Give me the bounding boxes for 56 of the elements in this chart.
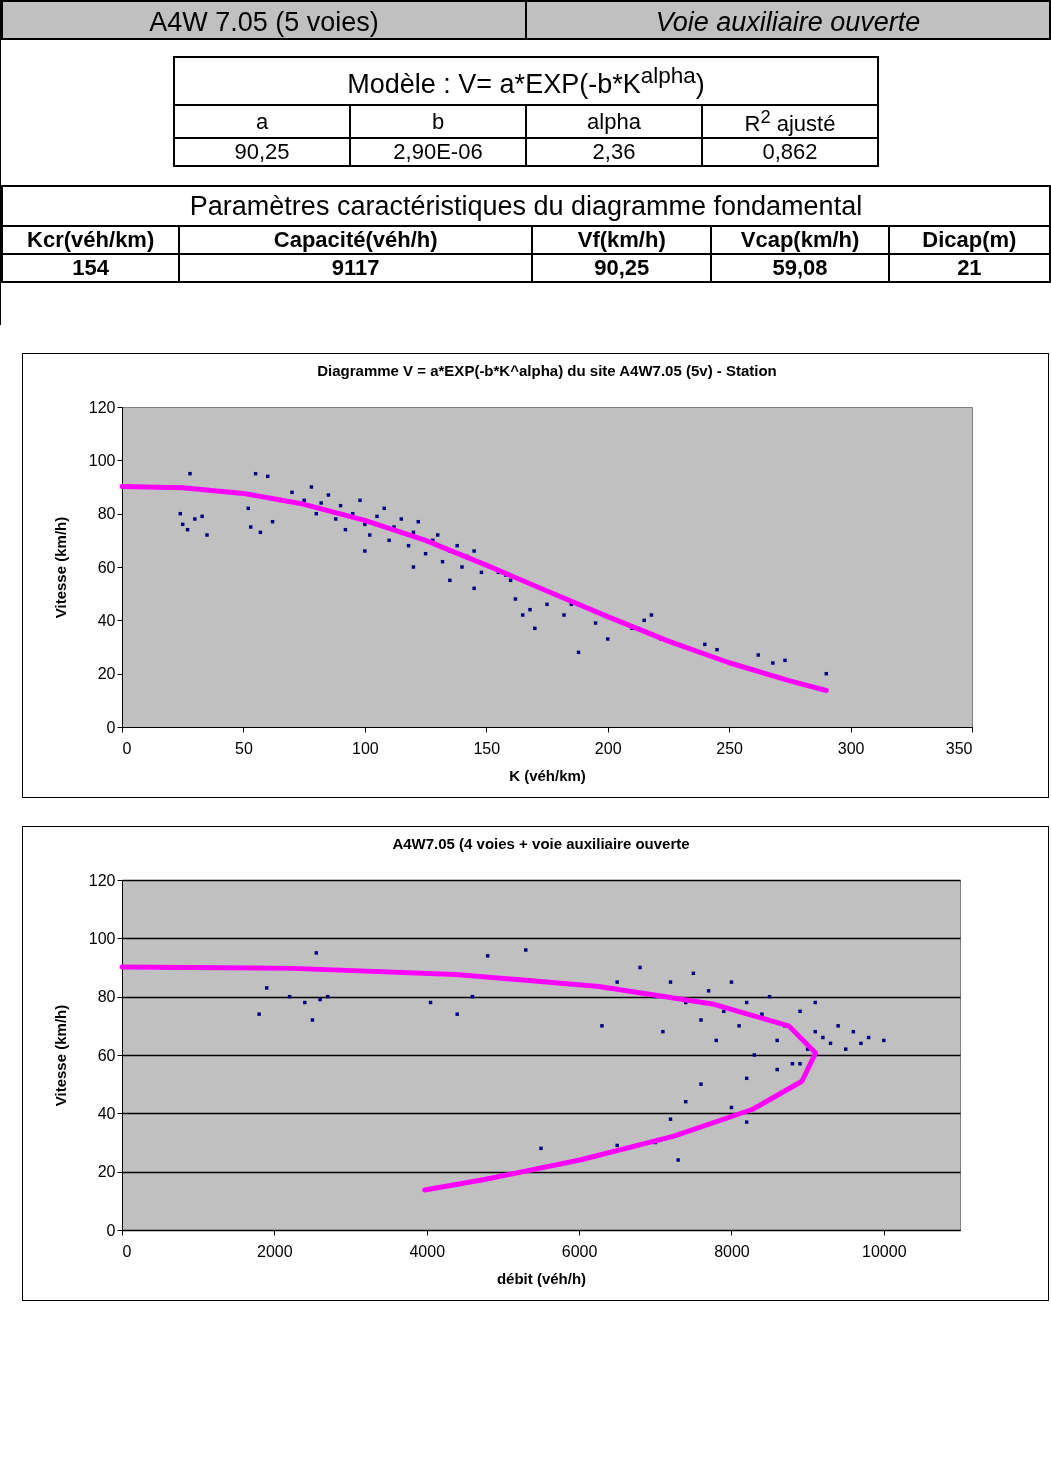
y-tick-label: 100 <box>88 929 116 947</box>
text: 59,08 <box>711 254 889 283</box>
text: Vcap(km/h) <box>711 226 889 255</box>
text: Paramètres caractéristiques du diagramme fondamental <box>2 186 1050 227</box>
x-tick-label: 10000 <box>862 1242 907 1260</box>
text: 2,90E-06 <box>350 138 526 167</box>
y-tick-label: 120 <box>88 871 116 889</box>
y-tick-label: 40 <box>97 1104 116 1122</box>
x-tick-label: 50 <box>235 739 253 757</box>
y-tick-label: 60 <box>97 1046 116 1064</box>
text: A4W 7.05 (5 voies) <box>148 6 380 38</box>
y-tick-label: 20 <box>97 665 116 683</box>
text: Kcr(véh/km) <box>2 226 180 255</box>
y-tick-label: 0 <box>106 718 116 736</box>
text: Voie auxiliaire ouverte <box>525 2 1049 38</box>
x-tick-label: 250 <box>716 739 744 757</box>
x-tick-label: 0 <box>122 1242 132 1260</box>
text: R$^{2}$ ajusté <box>702 105 878 139</box>
text: 90,25 <box>532 254 712 283</box>
chart-title: Diagramme V = a*EXP(-b*K^alpha) du site A4W7.05 (5v) - Station <box>317 362 777 379</box>
text: 0,862 <box>702 138 878 167</box>
x-tick-label: 4000 <box>409 1242 446 1260</box>
text: alpha <box>526 105 702 139</box>
y-tick-label: 120 <box>88 398 116 416</box>
y-tick-label: 0 <box>106 1221 116 1239</box>
x-tick-label: 8000 <box>714 1242 750 1260</box>
text: 2,36 <box>526 138 702 167</box>
text: Dicap(m) <box>888 226 1050 255</box>
text: 9117 <box>179 254 533 283</box>
y-tick-label: 80 <box>97 988 116 1006</box>
x-tick-label: 2000 <box>257 1242 293 1260</box>
y-tick-label: 40 <box>97 611 116 629</box>
text: a <box>174 105 350 139</box>
x-tick-label: 200 <box>594 739 622 757</box>
text: 90,25 <box>174 138 350 167</box>
y-tick-label: 100 <box>88 451 116 469</box>
x-axis-title: débit (véh/h) <box>496 1269 587 1287</box>
x-tick-label: 6000 <box>561 1242 598 1260</box>
text: Capacité(véh/h) <box>179 226 533 255</box>
text: Modèle : V= a*EXP(-b*K$^{alpha}$) <box>174 57 878 105</box>
y-tick-label: 80 <box>97 505 116 523</box>
x-tick-label: 300 <box>837 739 865 757</box>
text: Vf(km/h) <box>532 226 712 255</box>
x-tick-label: 150 <box>473 739 501 757</box>
x-tick-label: 100 <box>352 739 379 757</box>
y-tick-label: 60 <box>97 558 116 576</box>
x-axis-title: K (véh/km) <box>509 766 586 784</box>
chart-title: A4W7.05 (4 voies + voie auxiliaire ouverte <box>392 835 690 852</box>
x-tick-label: 350 <box>945 739 973 757</box>
y-axis-title: Vitesse (km/h) <box>51 1004 69 1107</box>
text: 154 <box>2 254 180 283</box>
text: b <box>350 105 526 139</box>
text: 21 <box>888 254 1050 283</box>
x-tick-label: 0 <box>122 739 132 757</box>
y-axis-title: Vitesse (km/h) <box>51 516 69 619</box>
y-tick-label: 20 <box>97 1163 116 1181</box>
